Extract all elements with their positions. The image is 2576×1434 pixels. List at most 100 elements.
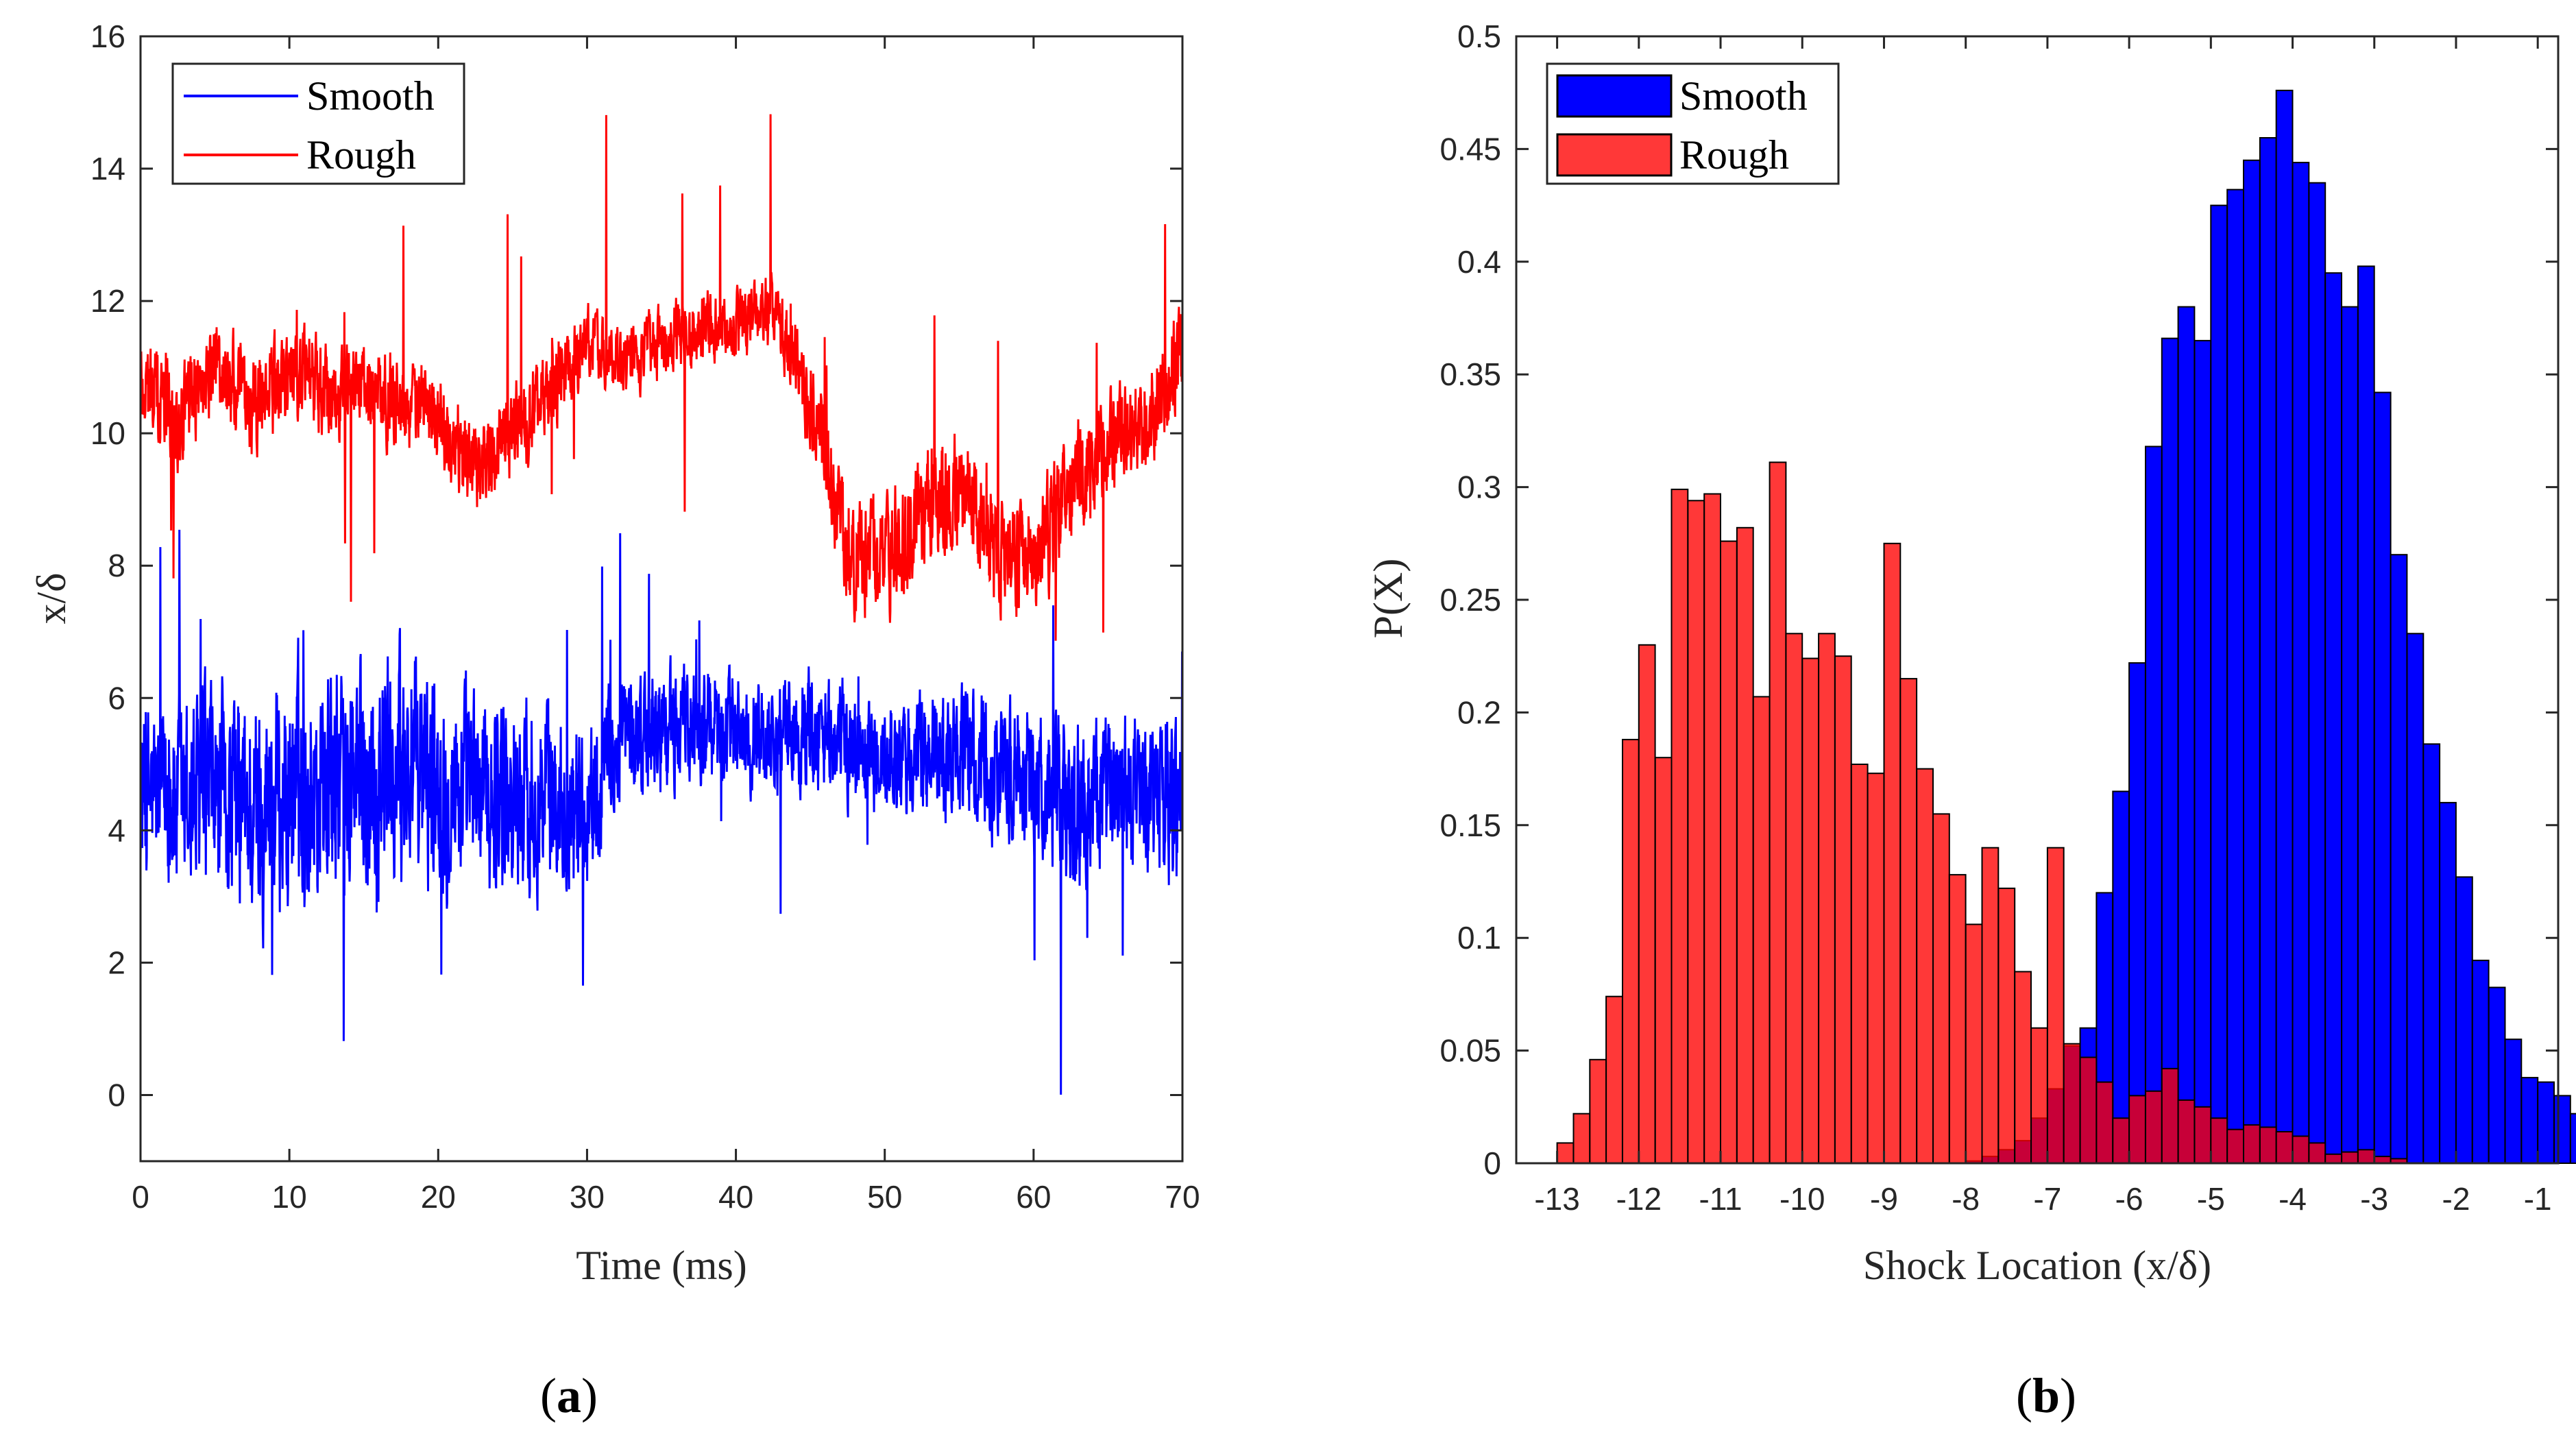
panel-b-bar-smooth [2390, 554, 2408, 1164]
panel-b-bar-rough [2046, 847, 2065, 1164]
panel-b-xtick-label: -13 [1534, 1181, 1579, 1217]
panel-b-bar-rough [1736, 526, 1754, 1164]
panel-b-bar-rough [1687, 500, 1705, 1164]
panel-b-xtick-label: -5 [2197, 1181, 2225, 1217]
panel-b-bar-rough [2226, 1128, 2244, 1164]
panel-b-bar-rough [2177, 1099, 2196, 1165]
panel-a-plot-area [139, 35, 1184, 1163]
panel-b-bar-smooth [2455, 876, 2473, 1165]
panel-b-bar-smooth [2259, 137, 2277, 1164]
panel-b-bar-rough [1605, 995, 1623, 1164]
panel-b-bar-rough [2095, 1081, 2114, 1164]
panel-b-bar-rough [1948, 874, 1967, 1164]
panel-b-bar-rough [1883, 542, 1901, 1164]
panel-b-bar-smooth [2112, 790, 2130, 1164]
panel-b-bar-smooth [2226, 189, 2244, 1165]
panel-a-xtick-label: 30 [570, 1179, 605, 1215]
panel-b-bar-smooth [2177, 306, 2196, 1165]
panel-b-bar-smooth [2275, 89, 2294, 1164]
panel-b-bar-rough [2243, 1124, 2261, 1164]
panel-b-bar-rough [2030, 1027, 2048, 1164]
panel-a-x-axis-label: Time (ms) [576, 1243, 747, 1288]
panel-b-bar-rough [2308, 1142, 2326, 1165]
panel-b-bar-rough [1572, 1113, 1591, 1164]
panel-b-ytick-label: 0.45 [1439, 131, 1501, 167]
panel-b-x-axis-label: Shock Location (x/δ) [1863, 1243, 2211, 1288]
panel-a-legend-label-smooth: Smooth [306, 73, 435, 119]
panel-b-bar-smooth [2357, 265, 2375, 1164]
panel-b-ytick-label: 0.2 [1457, 694, 1501, 730]
panel-b-bar-rough [1589, 1058, 1607, 1165]
panel-a-ytick-label: 2 [108, 945, 125, 980]
panel-b-bar-rough [1965, 923, 1983, 1164]
panel-b-bar-rough [2341, 1151, 2359, 1164]
panel-b-bar-rough [2357, 1149, 2375, 1165]
panel-b-ytick-label: 0.35 [1439, 356, 1501, 392]
panel-b-xtick-label: -9 [1870, 1181, 1898, 1217]
panel-b-bar-smooth [2569, 1113, 2576, 1164]
panel-a-frame [139, 35, 1184, 1163]
panel-b-legend-label-rough: Rough [1679, 132, 1789, 178]
panel-a-xtick-label: 40 [718, 1179, 753, 1215]
panel-b-legend-swatch-rough [1556, 133, 1673, 177]
panel-b-bar-rough [2112, 1117, 2130, 1164]
panel-b-bar-rough [1670, 488, 1689, 1164]
panel-b-bar-rough [2128, 1095, 2146, 1165]
panel-b-bar-rough [1932, 813, 1950, 1165]
panel-b-bar-smooth [2471, 960, 2490, 1164]
panel-b-bar-smooth [2243, 159, 2261, 1164]
panel-b-xtick-label: -10 [1779, 1181, 1825, 1217]
panel-a-legend-box [171, 62, 465, 185]
panel-b-bar-smooth [2422, 743, 2441, 1164]
panel-a-y-axis-label: x/δ [29, 573, 74, 624]
panel-b-bar-rough [1916, 768, 1934, 1164]
panel-b-bar-rough [1801, 657, 1820, 1164]
panel-b-bar-rough [1769, 461, 1787, 1164]
panel-b-bar-rough [1622, 738, 1640, 1164]
panel-b-bar-rough [1867, 773, 1885, 1164]
panel-b-ytick-label: 0.15 [1439, 807, 1501, 843]
panel-b-ytick-label: 0.4 [1457, 244, 1501, 280]
panel-b-bar-smooth [2210, 204, 2228, 1165]
panel-b-bar-smooth [2194, 339, 2212, 1164]
panel-a-caption-close: ) [581, 1368, 598, 1423]
panel-a-caption-open: ( [540, 1368, 557, 1423]
panel-b-caption: (b) [2016, 1368, 2076, 1423]
panel-b-bar-smooth [2537, 1081, 2555, 1164]
panel-b-bar-rough [2292, 1135, 2310, 1164]
panel-b-bar-rough [1556, 1142, 1575, 1165]
panel-b-xtick-label: -2 [2442, 1181, 2470, 1217]
panel-b-bar-smooth [2145, 446, 2163, 1164]
panel-a-ytick-label: 16 [90, 19, 125, 54]
panel-b-bar-rough [1850, 764, 1869, 1164]
panel-b-xtick-label: -1 [2524, 1181, 2552, 1217]
panel-a-series-line-smooth [139, 529, 1184, 1095]
panel-b-xtick-label: -6 [2115, 1181, 2143, 1217]
panel-a-ytick-label: 8 [108, 548, 125, 583]
panel-a-ytick-label: 12 [90, 283, 125, 319]
panel-b-bar-rough [2275, 1131, 2294, 1164]
panel-a-ytick-label: 14 [90, 151, 125, 186]
panel-b-bar-rough [1981, 847, 2000, 1164]
panel-b-bar-rough [2210, 1117, 2228, 1164]
panel-b-bar-smooth [2373, 391, 2392, 1164]
panel-a-xtick-label: 20 [421, 1179, 456, 1215]
panel-b-bar-rough [1997, 887, 2016, 1165]
panel-b-bar-rough [2259, 1126, 2277, 1165]
panel-a-caption: (a) [540, 1368, 598, 1423]
panel-b-xtick-label: -4 [2279, 1181, 2307, 1217]
panel-b-ytick-label: 0.05 [1439, 1033, 1501, 1069]
panel-b-bar-rough [1720, 540, 1738, 1164]
panel-a-legend-label-rough: Rough [306, 132, 416, 178]
panel-b-bar-rough [2079, 1056, 2098, 1164]
panel-b-bar-smooth [2439, 801, 2457, 1164]
panel-b-bar-rough [2063, 1043, 2081, 1164]
panel-b-bar-rough [2161, 1067, 2179, 1165]
panel-b-ytick-label: 0.25 [1439, 582, 1501, 618]
panel-a-ticks: 0 10 20 30 40 50 60 70 0 2 4 6 8 10 12 14 16 [90, 19, 1200, 1215]
panel-b-xtick-label: -7 [2033, 1181, 2061, 1217]
panel-b-legend-label-smooth: Smooth [1679, 73, 1808, 119]
panel-b-y-axis-label: P(X) [1365, 559, 1411, 639]
panel-b-bar-rough [1703, 493, 1721, 1164]
panel-b-xtick-label: -3 [2360, 1181, 2388, 1217]
